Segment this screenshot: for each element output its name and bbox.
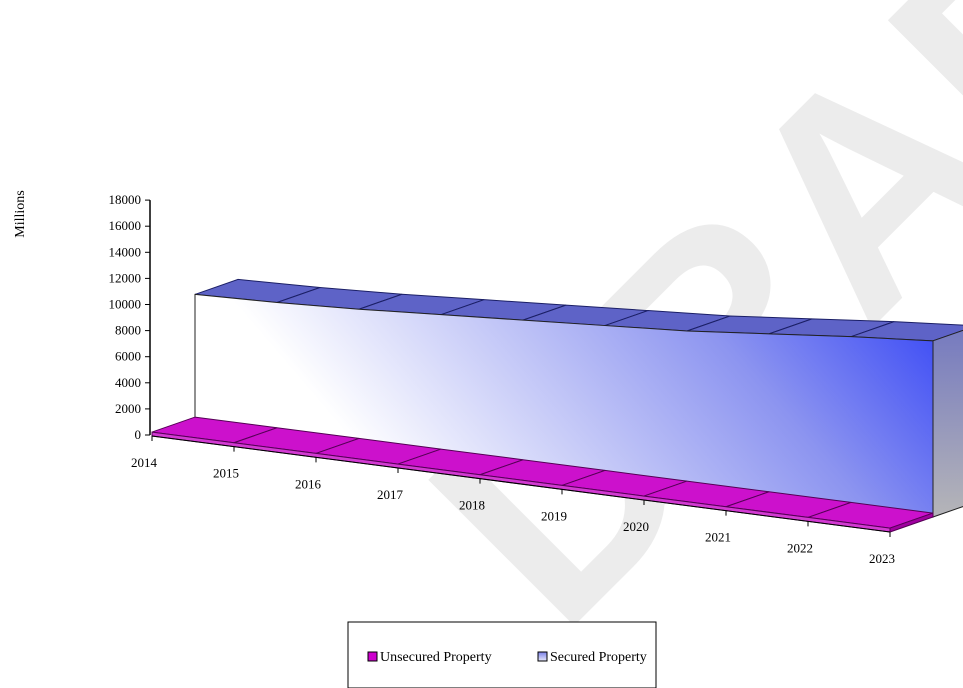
x-tick-label: 2022: [787, 540, 813, 555]
y-axis: 0 2000 4000 6000 8000 10000 12000 14000 16000 180…: [109, 192, 151, 442]
x-tick-label: 2018: [459, 498, 485, 513]
x-tick-label: 2019: [541, 508, 567, 523]
y-tick-label: 16000: [109, 218, 142, 233]
y-tick-label: 14000: [109, 244, 142, 259]
y-tick-label: 4000: [115, 375, 141, 390]
y-tick-label: 10000: [109, 297, 142, 312]
y-tick-label: 12000: [109, 270, 142, 285]
x-tick-label: 2020: [623, 519, 649, 534]
legend-box: [347, 621, 657, 688]
legend-label-secured: Secured Property: [550, 650, 647, 665]
y-tick-label: 8000: [115, 323, 141, 338]
x-axis: 2014 2015 2016 2017 2018 2019 2020 2021 2022 2023: [131, 435, 895, 566]
legend: Unsecured Property Secured Property: [347, 621, 657, 688]
plot-area: [151, 278, 963, 533]
y-tick-label: 0: [135, 427, 142, 442]
legend-label-unsecured: Unsecured Property: [380, 650, 492, 665]
x-tick-label: 2017: [377, 487, 404, 502]
x-tick-label: 2016: [295, 476, 322, 491]
legend-swatch-unsecured: [367, 651, 378, 662]
y-axis-title: Millions: [13, 190, 28, 237]
legend-swatch-secured: [537, 651, 548, 662]
x-tick-label: 2015: [213, 466, 239, 481]
x-tick-label: 2021: [705, 530, 731, 545]
secured-side-face: [932, 329, 963, 518]
x-tick-label: 2023: [869, 551, 895, 566]
x-tick-label: 2014: [131, 455, 158, 470]
x-axis-line: [151, 435, 891, 533]
y-tick-label: 2000: [115, 401, 141, 416]
y-tick-label: 6000: [115, 349, 141, 364]
y-tick-label: 18000: [109, 192, 142, 207]
unsecured-side-face: [889, 512, 934, 533]
